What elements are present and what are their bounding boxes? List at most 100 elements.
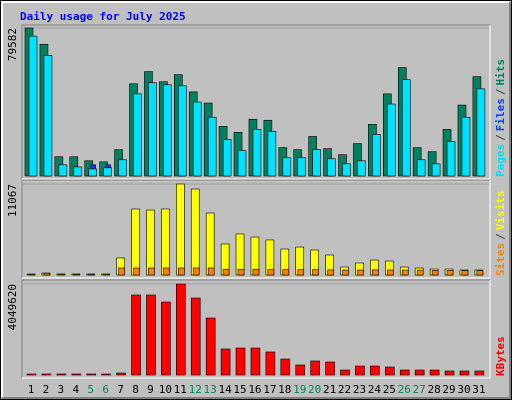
bar	[192, 267, 200, 276]
bar	[26, 373, 37, 376]
bar	[176, 183, 185, 276]
bar	[73, 166, 83, 177]
bar	[429, 369, 440, 376]
bar	[133, 267, 140, 276]
bar	[446, 270, 454, 276]
x-tick-label: 4	[72, 383, 79, 396]
x-tick-label: 20	[308, 383, 321, 396]
x-tick-label: 6	[102, 383, 109, 396]
bar	[146, 294, 156, 376]
bar	[192, 101, 202, 177]
legend-entry: Files	[494, 98, 507, 131]
bar	[282, 157, 292, 177]
bar	[58, 164, 68, 177]
legend-entry: Sites	[494, 243, 507, 276]
bar	[163, 84, 172, 177]
bar	[357, 269, 364, 276]
legend-entry: Pages	[494, 144, 507, 177]
bar	[340, 369, 350, 376]
x-tick-label: 18	[278, 383, 291, 396]
x-tick-label: 29	[442, 383, 455, 396]
legend: KBytes	[494, 336, 507, 376]
bar	[387, 269, 394, 276]
bar	[252, 268, 260, 276]
bar	[357, 160, 366, 177]
x-tick-label: 8	[132, 383, 139, 396]
bar	[161, 208, 170, 276]
x-tick-label: 28	[427, 383, 440, 396]
bar	[103, 273, 110, 276]
bar	[86, 373, 97, 376]
bar	[267, 131, 277, 177]
x-tick-label: 10	[159, 383, 172, 396]
bar	[190, 188, 200, 276]
chart-title: Daily usage for July 2025	[20, 10, 186, 23]
bar	[342, 269, 349, 276]
x-tick-label: 5	[87, 383, 94, 396]
bar	[205, 212, 215, 276]
bar	[118, 267, 125, 276]
bar	[43, 55, 53, 177]
bar	[476, 270, 484, 276]
bar	[387, 103, 396, 177]
bar	[444, 370, 455, 376]
x-tick-label: 16	[248, 383, 261, 396]
bar	[431, 270, 439, 276]
x-tick-label: 7	[117, 383, 124, 396]
bar	[163, 267, 170, 276]
bar	[176, 283, 186, 376]
bar	[103, 167, 112, 177]
bar	[190, 297, 201, 376]
bar	[222, 139, 232, 177]
x-tick-label: 31	[472, 383, 485, 396]
bar	[41, 373, 52, 376]
legend: Sites / Visits	[494, 191, 507, 277]
bar	[459, 370, 470, 376]
bar	[207, 267, 215, 276]
x-tick-label: 9	[147, 383, 154, 396]
bar	[401, 79, 411, 177]
x-tick-label: 21	[323, 383, 336, 396]
bar	[237, 150, 247, 177]
x-tick-label: 17	[263, 383, 276, 396]
bar	[282, 269, 290, 276]
legend-entry: KBytes	[494, 336, 507, 376]
legend-separator: /	[494, 88, 507, 95]
bar	[401, 269, 409, 276]
x-tick-label: 26	[398, 383, 411, 396]
bar	[446, 141, 456, 177]
legend: Pages / Files / Hits	[494, 59, 507, 177]
x-tick-label: 27	[413, 383, 426, 396]
bar	[474, 370, 485, 376]
y-tick-label: 79582	[6, 28, 19, 61]
bar	[385, 366, 395, 376]
bar	[372, 269, 379, 276]
panel-bevel	[22, 280, 491, 379]
bar	[148, 267, 155, 276]
bar	[178, 267, 185, 276]
bar	[476, 88, 486, 177]
bar	[431, 163, 441, 177]
bar	[372, 134, 381, 177]
x-tick-label: 11	[174, 383, 187, 396]
bar	[370, 365, 380, 376]
bar	[414, 369, 425, 376]
legend-entry: Hits	[494, 59, 507, 86]
bar	[416, 269, 424, 276]
y-tick-label: 11067	[6, 184, 19, 217]
bar	[327, 158, 336, 177]
legend-separator: /	[494, 134, 507, 141]
bar	[267, 269, 275, 276]
bar	[235, 347, 246, 376]
legend-separator: /	[494, 233, 507, 240]
bar	[342, 163, 351, 177]
x-tick-label: 14	[218, 383, 232, 396]
x-tick-label: 30	[457, 383, 470, 396]
bar	[416, 159, 426, 177]
bar	[58, 273, 66, 276]
panel-bevel	[22, 180, 491, 279]
bar	[205, 317, 216, 376]
